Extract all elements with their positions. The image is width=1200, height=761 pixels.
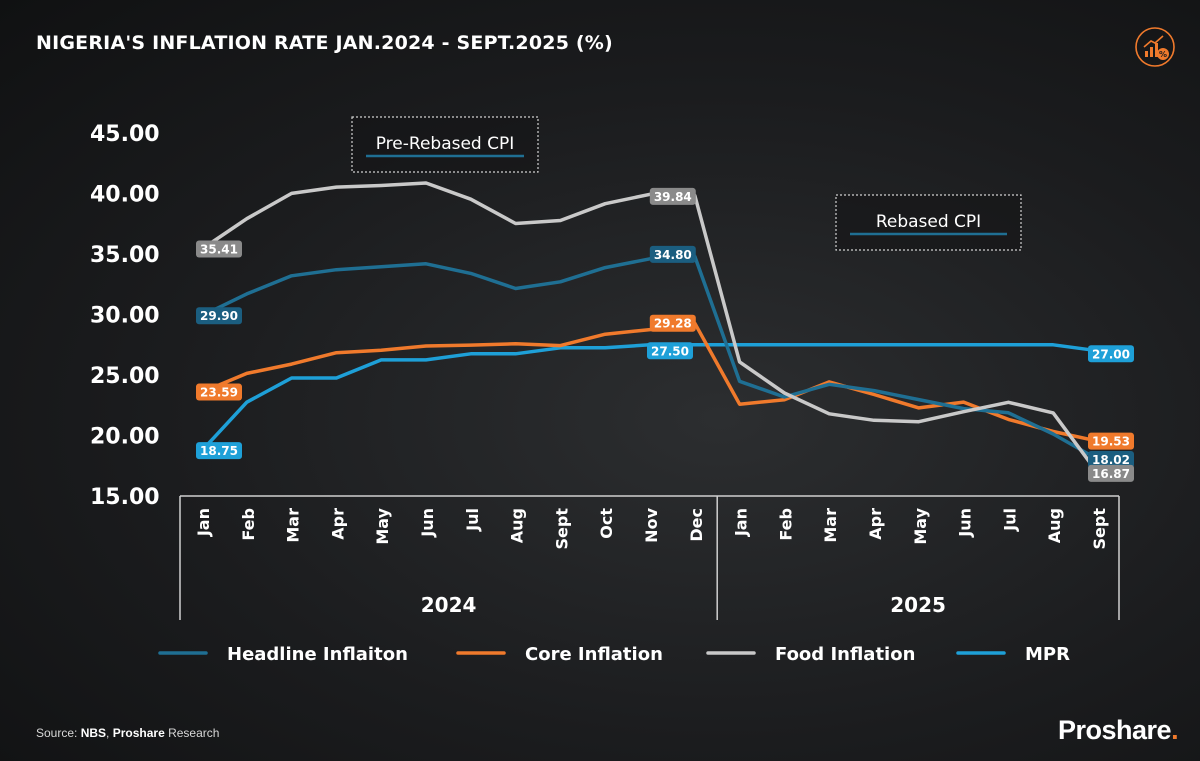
x-tick-label: Apr [866, 508, 885, 540]
x-tick-label: Sept [552, 508, 571, 550]
y-tick-label: 40.00 [90, 183, 160, 208]
y-tick-label: 20.00 [90, 425, 160, 450]
year-group-label: 2024 [421, 593, 477, 617]
x-tick-label: Sept [1090, 508, 1109, 550]
x-tick-label: Nov [642, 507, 661, 542]
data-label: 27.50 [651, 344, 689, 358]
data-label: 18.02 [1092, 453, 1130, 467]
data-label: 16.87 [1092, 467, 1130, 481]
x-tick-label: Apr [328, 508, 347, 540]
y-tick-label: 25.00 [90, 364, 160, 389]
series-line-core-inflation [200, 321, 1100, 443]
x-tick-label: Dec [687, 508, 706, 542]
growth-chart-percent-icon: % [1133, 25, 1177, 69]
data-label: 35.41 [200, 243, 238, 257]
series-line-mpr [200, 343, 1100, 453]
source-note: Source: NBS, Proshare Research [36, 726, 220, 740]
x-tick-label: Mar [284, 508, 303, 543]
annotation-label: Rebased CPI [876, 212, 981, 232]
legend-label: Headline Inflaiton [227, 644, 408, 665]
legend-label: MPR [1025, 644, 1070, 665]
annotation-label: Pre-Rebased CPI [376, 134, 515, 154]
year-group-label: 2025 [890, 593, 946, 617]
x-tick-label: Jun [418, 508, 437, 538]
data-label-box [649, 187, 696, 205]
y-tick-label: 45.00 [90, 122, 160, 147]
data-label-box [649, 245, 696, 263]
brand-logo: Proshare. [1058, 715, 1179, 745]
data-label-box [1088, 450, 1134, 468]
data-label-box [196, 240, 242, 258]
legend-label: Core Inflation [525, 644, 663, 665]
x-tick-label: May [373, 507, 392, 544]
data-label: 39.84 [654, 190, 692, 204]
data-label-box [196, 307, 242, 325]
data-label-box [196, 383, 242, 401]
x-tick-label: Jan [732, 508, 751, 537]
legend-label: Food Inflation [775, 644, 915, 665]
x-tick-label: Feb [239, 508, 258, 541]
annotation-box [351, 116, 539, 173]
data-label: 23.59 [200, 386, 238, 400]
x-tick-label: Oct [597, 508, 616, 539]
svg-text:%: % [1159, 50, 1167, 59]
data-label-box [647, 342, 693, 360]
y-tick-label: 30.00 [90, 304, 160, 329]
data-label: 29.28 [654, 317, 692, 331]
annotation-box [835, 194, 1022, 251]
data-label-box [649, 314, 696, 332]
data-label: 29.90 [200, 309, 238, 323]
data-label-box [1088, 432, 1134, 450]
data-label: 19.53 [1092, 435, 1130, 449]
x-tick-label: Jul [1000, 508, 1019, 532]
x-tick-label: Mar [821, 508, 840, 543]
x-tick-label: Feb [776, 508, 795, 541]
x-tick-label: Jun [956, 508, 975, 538]
chart-title: NIGERIA'S INFLATION RATE JAN.2024 - SEPT… [36, 32, 613, 54]
x-tick-label: Aug [1045, 508, 1064, 543]
data-label: 34.80 [654, 248, 692, 262]
data-label-box [196, 442, 242, 460]
x-tick-label: May [911, 507, 930, 544]
y-tick-label: 35.00 [90, 243, 160, 268]
data-label: 27.00 [1092, 347, 1130, 361]
x-tick-label: Aug [508, 508, 527, 543]
data-label-box [1088, 464, 1134, 482]
data-label: 18.75 [200, 444, 238, 458]
data-label-box [1088, 345, 1134, 363]
y-tick-label: 15.00 [90, 485, 160, 510]
x-tick-label: Jan [194, 508, 213, 537]
x-tick-label: Jul [463, 508, 482, 532]
